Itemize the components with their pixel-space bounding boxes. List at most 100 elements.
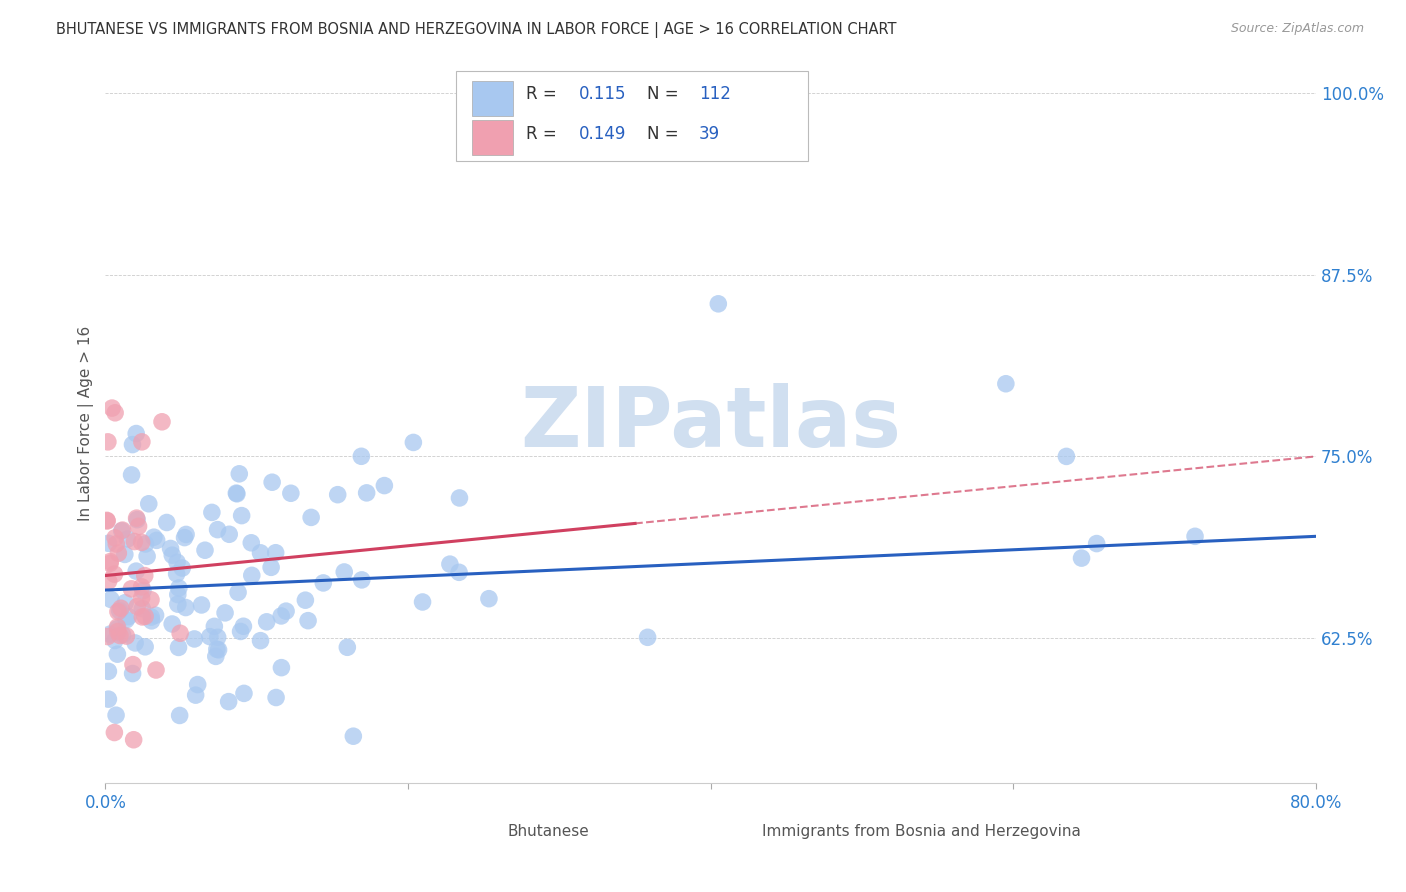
Point	[114, 548, 136, 562]
Point	[108, 628, 131, 642]
Point	[127, 513, 149, 527]
Text: 112: 112	[699, 85, 731, 103]
Point	[97, 692, 120, 706]
Point	[115, 613, 138, 627]
Point	[141, 614, 163, 628]
Y-axis label: In Labor Force | Age > 16: In Labor Force | Age > 16	[79, 326, 94, 521]
Point	[350, 450, 373, 464]
Text: 39: 39	[699, 126, 720, 144]
Text: N =: N =	[647, 126, 683, 144]
Point	[105, 708, 128, 723]
Point	[264, 546, 287, 560]
Point	[134, 609, 156, 624]
Point	[264, 690, 287, 705]
Point	[402, 435, 425, 450]
Text: Bhutanese: Bhutanese	[508, 824, 589, 839]
Point	[117, 609, 139, 624]
Point	[107, 624, 129, 639]
Point	[136, 549, 159, 564]
Point	[121, 467, 143, 482]
Point	[125, 564, 148, 578]
Point	[190, 598, 212, 612]
Point	[124, 534, 146, 549]
Point	[122, 732, 145, 747]
Point	[98, 627, 121, 641]
Point	[110, 601, 132, 615]
Point	[439, 557, 461, 571]
Point	[169, 708, 191, 723]
Point	[172, 561, 194, 575]
Point	[127, 599, 149, 614]
Point	[131, 610, 153, 624]
Point	[1085, 536, 1108, 550]
Point	[225, 486, 247, 500]
Point	[336, 640, 359, 655]
Point	[707, 297, 730, 311]
Point	[120, 582, 142, 596]
Point	[412, 595, 434, 609]
Text: BHUTANESE VS IMMIGRANTS FROM BOSNIA AND HERZEGOVINA IN LABOR FORCE | AGE > 16 CO: BHUTANESE VS IMMIGRANTS FROM BOSNIA AND …	[56, 22, 897, 38]
Point	[115, 629, 138, 643]
Point	[97, 630, 120, 644]
Point	[156, 516, 179, 530]
FancyBboxPatch shape	[457, 71, 807, 161]
Point	[141, 610, 163, 624]
Point	[228, 467, 250, 481]
Point	[96, 514, 118, 528]
Point	[218, 527, 240, 541]
Point	[240, 536, 263, 550]
Point	[132, 583, 155, 598]
Point	[194, 543, 217, 558]
Point	[356, 486, 378, 500]
Point	[103, 567, 125, 582]
Point	[134, 568, 156, 582]
Text: R =: R =	[526, 85, 561, 103]
Point	[166, 597, 188, 611]
Point	[162, 548, 184, 562]
Point	[121, 666, 143, 681]
Text: N =: N =	[647, 85, 683, 103]
Point	[229, 624, 252, 639]
Point	[260, 560, 283, 574]
Point	[637, 630, 659, 644]
Point	[145, 663, 167, 677]
Point	[105, 622, 128, 636]
Point	[274, 604, 297, 618]
Point	[184, 688, 207, 702]
Point	[280, 486, 302, 500]
Point	[125, 426, 148, 441]
Point	[270, 660, 292, 674]
Point	[145, 533, 167, 548]
Point	[214, 606, 236, 620]
Point	[201, 505, 224, 519]
Point	[312, 576, 335, 591]
Point	[478, 591, 501, 606]
Point	[232, 619, 254, 633]
Point	[98, 557, 121, 571]
Point	[159, 541, 181, 556]
Point	[166, 588, 188, 602]
Point	[104, 531, 127, 545]
Point	[202, 619, 225, 633]
FancyBboxPatch shape	[720, 820, 752, 848]
Point	[111, 524, 134, 538]
Point	[121, 437, 143, 451]
Point	[207, 643, 229, 657]
Point	[107, 605, 129, 619]
Point	[249, 633, 271, 648]
Point	[294, 593, 316, 607]
Point	[249, 546, 271, 560]
Point	[114, 596, 136, 610]
Point	[135, 537, 157, 551]
Point	[160, 617, 183, 632]
Point	[205, 642, 228, 657]
Point	[128, 519, 150, 533]
Point	[297, 614, 319, 628]
Point	[122, 657, 145, 672]
Point	[142, 530, 165, 544]
Point	[107, 546, 129, 560]
Text: R =: R =	[526, 126, 561, 144]
Point	[262, 475, 284, 490]
Point	[145, 608, 167, 623]
FancyBboxPatch shape	[467, 820, 498, 848]
